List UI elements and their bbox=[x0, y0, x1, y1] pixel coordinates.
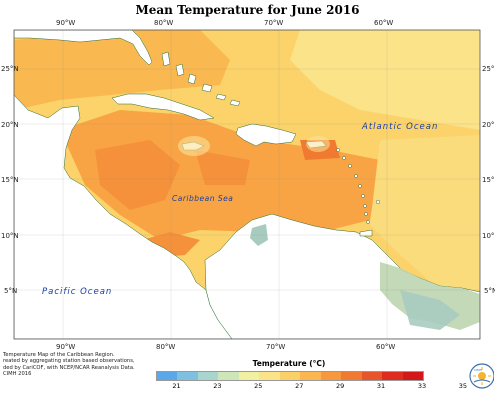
legend-swatch bbox=[259, 372, 280, 380]
credits-text: Temperature Map of the Caribbean Region.… bbox=[3, 352, 173, 378]
left-tick: 10°N bbox=[1, 232, 19, 240]
legend-tick-label: 31 bbox=[376, 382, 386, 390]
land-bahamas bbox=[161, 51, 241, 107]
left-tick: 20°N bbox=[1, 121, 19, 129]
left-tick: 5°N bbox=[4, 287, 17, 295]
temp-zone-atlantic bbox=[370, 135, 480, 290]
top-tick: 80°W bbox=[154, 19, 173, 27]
right-tick: 10°N bbox=[482, 232, 495, 240]
legend-swatch bbox=[341, 372, 362, 380]
right-tick: 15°N bbox=[482, 176, 495, 184]
land-cuba bbox=[111, 93, 215, 121]
temp-zone-jamaica-halo bbox=[178, 136, 210, 156]
legend-tick-label: 33 bbox=[417, 382, 427, 390]
legend-color-bar bbox=[156, 371, 424, 381]
right-tick: 25°N bbox=[482, 65, 495, 73]
temp-zone-ne bbox=[290, 30, 480, 130]
legend-swatch bbox=[361, 372, 383, 380]
graticule bbox=[14, 30, 480, 339]
temp-zone-hot-1 bbox=[95, 140, 180, 210]
bottom-tick: 70°W bbox=[266, 343, 285, 351]
legend-title: Temperature (°C) bbox=[252, 359, 326, 368]
legend-tick-label: 23 bbox=[213, 382, 222, 390]
top-tick: 60°W bbox=[374, 19, 393, 27]
bottom-tick: 60°W bbox=[376, 343, 395, 351]
legend-swatch bbox=[157, 372, 178, 380]
credits-line: CIMH 2016 bbox=[3, 371, 32, 378]
legend-tick-label: 29 bbox=[336, 382, 345, 390]
atlantic-ocean-label: Atlantic Ocean bbox=[361, 122, 438, 132]
legend-tick-label: 25 bbox=[254, 382, 263, 390]
legend-tick-label: 27 bbox=[295, 382, 304, 390]
top-tick: 90°W bbox=[56, 19, 75, 27]
temp-zone-gulf bbox=[14, 30, 230, 110]
right-tick: 5°N bbox=[484, 287, 495, 295]
legend-swatch bbox=[238, 372, 260, 380]
legend-swatch bbox=[320, 372, 342, 380]
logo-text: CIMH bbox=[474, 368, 482, 372]
caribbean-sea-label: Caribbean Sea bbox=[172, 194, 233, 203]
legend-tick-label: 21 bbox=[172, 382, 181, 390]
bottom-tick: 90°W bbox=[56, 343, 75, 351]
land-lesser-antilles bbox=[336, 148, 381, 237]
pacific-ocean-label: Pacific Ocean bbox=[42, 287, 112, 297]
cimh-sun-logo-icon: CIMH bbox=[469, 363, 494, 389]
credits-line: ded by CariCOF, with NCEP/NCAR Reanalysi… bbox=[3, 364, 135, 371]
map-title: Mean Temperature for June 2016 bbox=[135, 3, 360, 17]
legend-swatch bbox=[218, 372, 239, 380]
legend-tick-label: 35 bbox=[458, 382, 468, 390]
bottom-tick: 80°W bbox=[156, 343, 175, 351]
credits-line: reated by aggregating station based obse… bbox=[3, 358, 135, 365]
temp-zone-pr-halo bbox=[306, 136, 330, 152]
legend-swatch bbox=[197, 372, 219, 380]
temp-zone-hot-2 bbox=[195, 150, 250, 185]
land-hispaniola bbox=[235, 123, 297, 147]
top-tick: 70°W bbox=[264, 19, 283, 27]
legend-swatch bbox=[177, 372, 198, 380]
right-tick: 20°N bbox=[482, 121, 495, 129]
left-tick: 15°N bbox=[1, 176, 19, 184]
legend-swatch bbox=[402, 372, 424, 380]
temp-zone-guiana-2 bbox=[400, 290, 460, 330]
credits-line: Temperature Map of the Caribbean Region. bbox=[3, 352, 115, 358]
map-frame bbox=[13, 29, 481, 340]
land-north-america bbox=[14, 30, 153, 66]
legend-swatch bbox=[382, 372, 403, 380]
left-tick: 25°N bbox=[1, 65, 19, 73]
legend-swatch bbox=[279, 372, 301, 380]
legend-labels: 21 23 25 27 29 31 33 35 bbox=[156, 382, 467, 392]
legend-swatch bbox=[300, 372, 321, 380]
